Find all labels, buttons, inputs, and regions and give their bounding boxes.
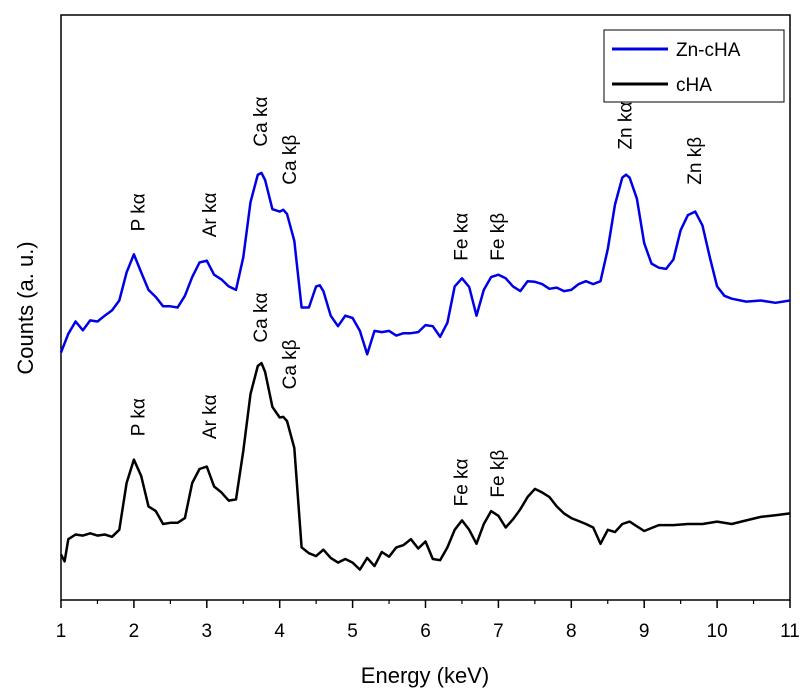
peak-annotations: P kα Ar kα Ca kα Ca kβ Fe kα Fe kβ Zn kα Zn kβ P… (129, 97, 706, 507)
x-axis-title: Energy (keV) (361, 663, 489, 688)
series-layer (61, 173, 790, 570)
x-tick-label: 7 (493, 621, 504, 642)
peak-label-cha-ca-k: Ca kα (251, 293, 272, 343)
series-line-cha (61, 363, 790, 569)
x-tick-label: 4 (274, 621, 285, 642)
peak-label-cha-ca-k: Ca kβ (280, 339, 301, 389)
x-tick-label: 10 (707, 621, 728, 642)
peak-label-cha-ar-k: Ar kα (200, 394, 221, 439)
x-tick-label: 5 (347, 621, 358, 642)
peak-label-cha-p-k: P kα (129, 398, 150, 436)
x-tick-label: 11 (780, 621, 800, 642)
peak-label-zn-cha-fe-k: Fe kβ (488, 213, 509, 261)
legend-label-cha: cHA (676, 75, 712, 96)
peak-label-cha-fe-k: Fe kα (452, 458, 473, 506)
y-axis-title: Counts (a. u.) (13, 241, 38, 374)
legend: Zn-cHA cHA (604, 30, 784, 102)
peak-label-zn-cha-ca-k: Ca kα (251, 97, 272, 147)
peak-label-zn-cha-ar-k: Ar kα (200, 193, 221, 238)
x-tick-label: 1 (56, 621, 67, 642)
peak-label-cha-fe-k: Fe kβ (488, 450, 509, 498)
x-tick-label: 2 (129, 621, 140, 642)
peak-label-zn-cha-ca-k: Ca kβ (280, 135, 301, 185)
x-tick-label: 9 (639, 621, 650, 642)
peak-label-zn-cha-zn-k: Zn kα (616, 102, 637, 150)
peak-label-zn-cha-zn-k: Zn kβ (685, 137, 706, 185)
peak-label-zn-cha-p-k: P kα (129, 193, 150, 231)
peak-label-zn-cha-fe-k: Fe kα (452, 213, 473, 261)
series-line-zn-cha (61, 173, 790, 354)
x-axis-ticks: 1 2 3 4 5 6 7 8 9 10 11 (56, 600, 800, 642)
x-tick-label: 8 (566, 621, 577, 642)
x-tick-label: 6 (420, 621, 431, 642)
x-tick-label: 3 (202, 621, 213, 642)
legend-label-zn-cha: Zn-cHA (676, 40, 741, 61)
